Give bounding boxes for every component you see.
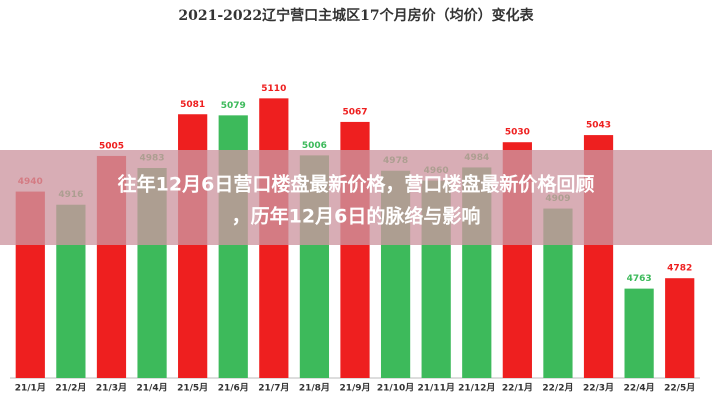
x-tick-label: 21/11月	[418, 383, 455, 394]
value-label: 5030	[505, 128, 530, 138]
x-tick-label: 22/2月	[542, 383, 573, 394]
overlay-line: 往年12月6日营口楼盘最新价格，营口楼盘最新价格回顾	[118, 173, 595, 196]
x-tick-label: 21/7月	[258, 383, 289, 394]
value-label: 5067	[342, 107, 367, 117]
x-tick-label: 21/12月	[458, 383, 495, 394]
x-tick-label: 22/1月	[502, 383, 533, 394]
value-label: 5043	[586, 121, 611, 131]
x-tick-label: 21/3月	[96, 383, 127, 394]
value-label: 5006	[302, 141, 327, 151]
x-tick-label: 21/8月	[299, 383, 330, 394]
x-tick-label: 21/1月	[15, 383, 46, 394]
x-tick-label: 21/4月	[137, 383, 168, 394]
overlay-line: ，历年12月6日的脉络与影响	[232, 205, 481, 228]
value-label: 5110	[261, 84, 286, 94]
bar	[665, 278, 695, 378]
value-label: 5079	[221, 101, 246, 111]
chart-title: 2021-2022辽宁营口主城区17个月房价（均价）变化表	[178, 7, 534, 24]
x-tick-label: 21/6月	[218, 383, 249, 394]
bar	[624, 288, 654, 378]
value-label: 4782	[667, 264, 692, 274]
value-label: 5005	[99, 141, 124, 151]
x-tick-label: 21/5月	[177, 383, 208, 394]
x-tick-label: 22/5月	[664, 383, 695, 394]
x-tick-label: 22/3月	[583, 383, 614, 394]
x-tick-label: 22/4月	[624, 383, 655, 394]
x-tick-label: 21/9月	[339, 383, 370, 394]
x-tick-label: 21/10月	[377, 383, 414, 394]
x-tick-label: 21/2月	[55, 383, 86, 394]
value-label: 5081	[180, 100, 205, 110]
overlay-banner	[0, 150, 712, 245]
value-label: 4763	[627, 274, 652, 284]
